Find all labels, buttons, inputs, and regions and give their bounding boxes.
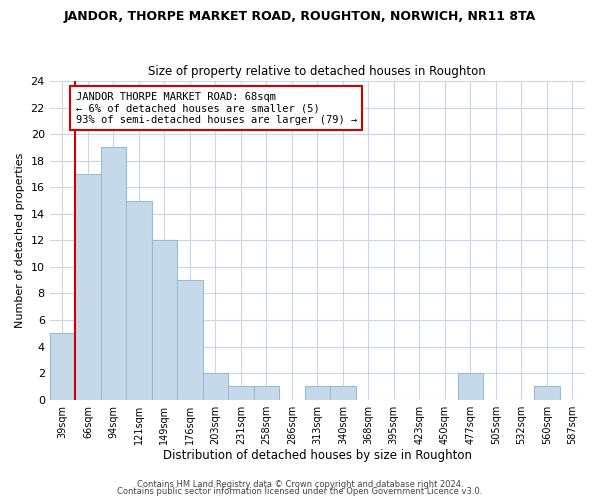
Text: Contains HM Land Registry data © Crown copyright and database right 2024.: Contains HM Land Registry data © Crown c… (137, 480, 463, 489)
Text: Contains public sector information licensed under the Open Government Licence v3: Contains public sector information licen… (118, 487, 482, 496)
Y-axis label: Number of detached properties: Number of detached properties (15, 152, 25, 328)
Bar (254, 386, 279, 400)
Bar (228, 386, 254, 400)
Bar (330, 386, 356, 400)
X-axis label: Distribution of detached houses by size in Roughton: Distribution of detached houses by size … (163, 450, 472, 462)
Bar (203, 373, 228, 400)
Bar (152, 240, 177, 400)
Bar (101, 148, 126, 400)
Bar (534, 386, 560, 400)
Title: Size of property relative to detached houses in Roughton: Size of property relative to detached ho… (148, 66, 486, 78)
Bar (458, 373, 483, 400)
Bar (75, 174, 101, 400)
Bar (305, 386, 330, 400)
Bar (126, 200, 152, 400)
Bar (177, 280, 203, 400)
Text: JANDOR, THORPE MARKET ROAD, ROUGHTON, NORWICH, NR11 8TA: JANDOR, THORPE MARKET ROAD, ROUGHTON, NO… (64, 10, 536, 23)
Text: JANDOR THORPE MARKET ROAD: 68sqm
← 6% of detached houses are smaller (5)
93% of : JANDOR THORPE MARKET ROAD: 68sqm ← 6% of… (76, 92, 357, 125)
Bar (50, 334, 75, 400)
